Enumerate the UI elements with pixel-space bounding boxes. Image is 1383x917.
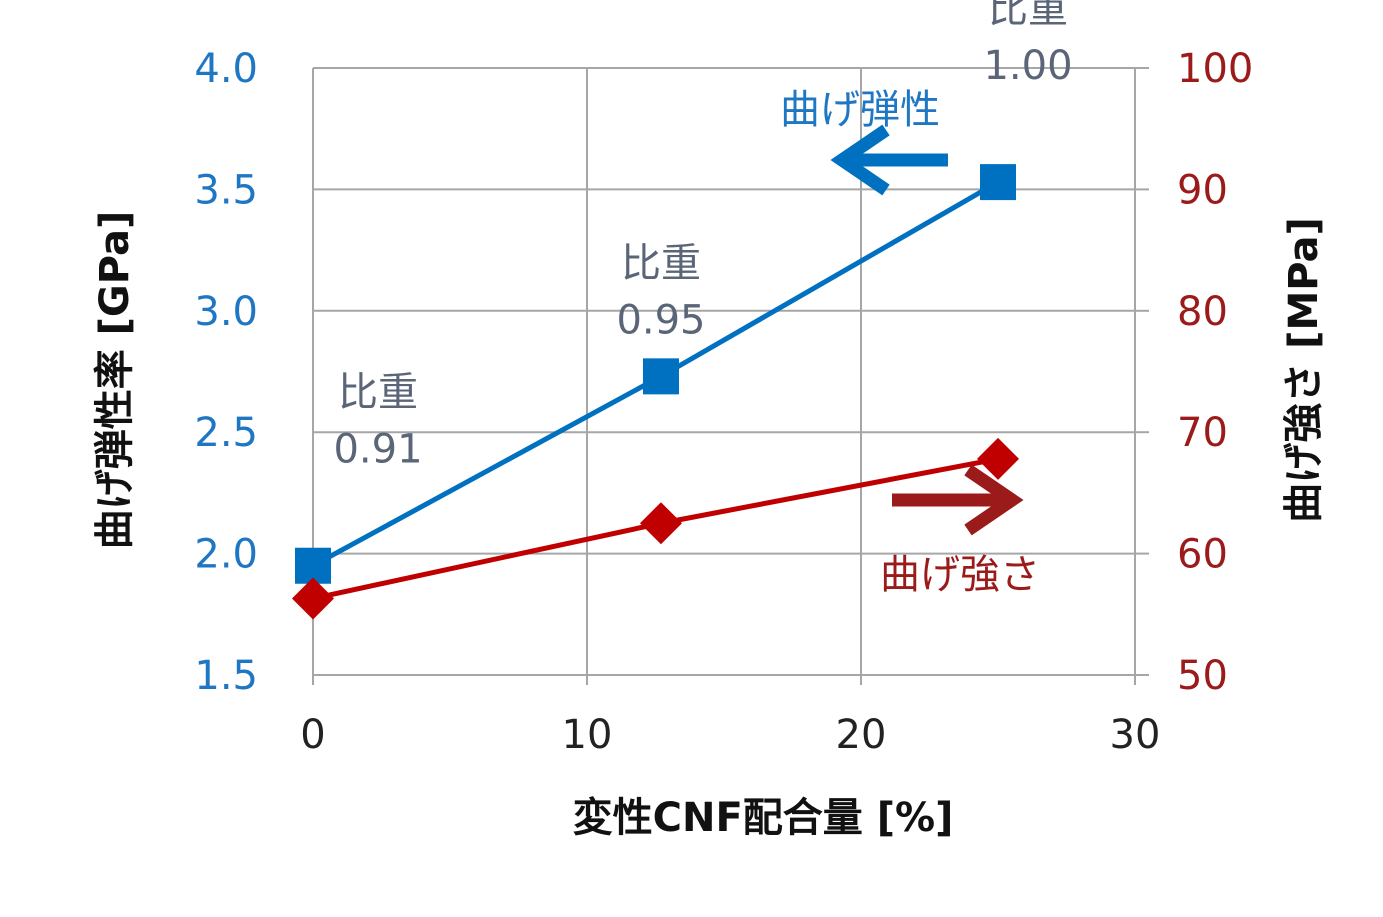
y-right-axis-title: 曲げ強さ [MPa] [1281, 217, 1327, 523]
y-left-tick-label: 3.0 [194, 289, 258, 335]
y-left-tick-label: 3.5 [194, 167, 258, 213]
annotation-value: 0.95 [616, 297, 705, 343]
y-right-tick-label: 90 [1177, 167, 1228, 213]
annotations: 比重 0.91 比重 0.95 比重 1.00 [333, 0, 1072, 473]
y-right-tick-label: 100 [1177, 46, 1253, 92]
data-point-square [980, 164, 1016, 201]
x-axis-title: 変性CNF配合量 [%] [573, 795, 954, 841]
y-right-tick-label: 60 [1177, 532, 1228, 578]
data-point-diamond [639, 502, 682, 545]
data-point-diamond [292, 577, 334, 620]
left-arrow-annotation: 曲げ弾性 [780, 87, 948, 196]
y-right-tick-label: 70 [1177, 410, 1228, 456]
x-tick-label: 10 [562, 712, 613, 758]
data-point-diamond [977, 437, 1019, 480]
x-tick-label: 20 [836, 712, 887, 758]
left-arrow-label: 曲げ弾性 [780, 87, 940, 133]
annotation-value: 0.91 [333, 427, 422, 473]
data-point-square [642, 358, 679, 395]
y-left-tick-label: 2.5 [194, 410, 258, 456]
y-right-tick-label: 80 [1177, 289, 1228, 335]
left-arrow-icon [830, 124, 948, 196]
tick-labels: 1.5 2.0 2.5 3.0 3.5 4.0 50 60 70 80 90 100 0 10 20 30 [194, 46, 1253, 758]
y-left-axis-title: 曲げ弾性率 [GPa] [92, 211, 138, 550]
annotation-label: 比重 [338, 370, 418, 416]
y-left-tick-label: 1.5 [194, 653, 258, 699]
annotation-label: 比重 [988, 0, 1068, 32]
y-left-tick-label: 4.0 [194, 46, 258, 92]
y-left-tick-label: 2.0 [194, 532, 258, 578]
right-arrow-annotation: 曲げ強さ [880, 464, 1040, 598]
x-tick-label: 30 [1110, 712, 1161, 758]
right-arrow-icon [892, 464, 1024, 536]
annotation-value: 1.00 [983, 43, 1072, 89]
x-tick-label: 0 [300, 712, 325, 758]
annotation-label: 比重 [621, 240, 701, 286]
right-arrow-label: 曲げ強さ [880, 552, 1040, 598]
series-group [292, 164, 1019, 620]
y-right-tick-label: 50 [1177, 653, 1228, 699]
